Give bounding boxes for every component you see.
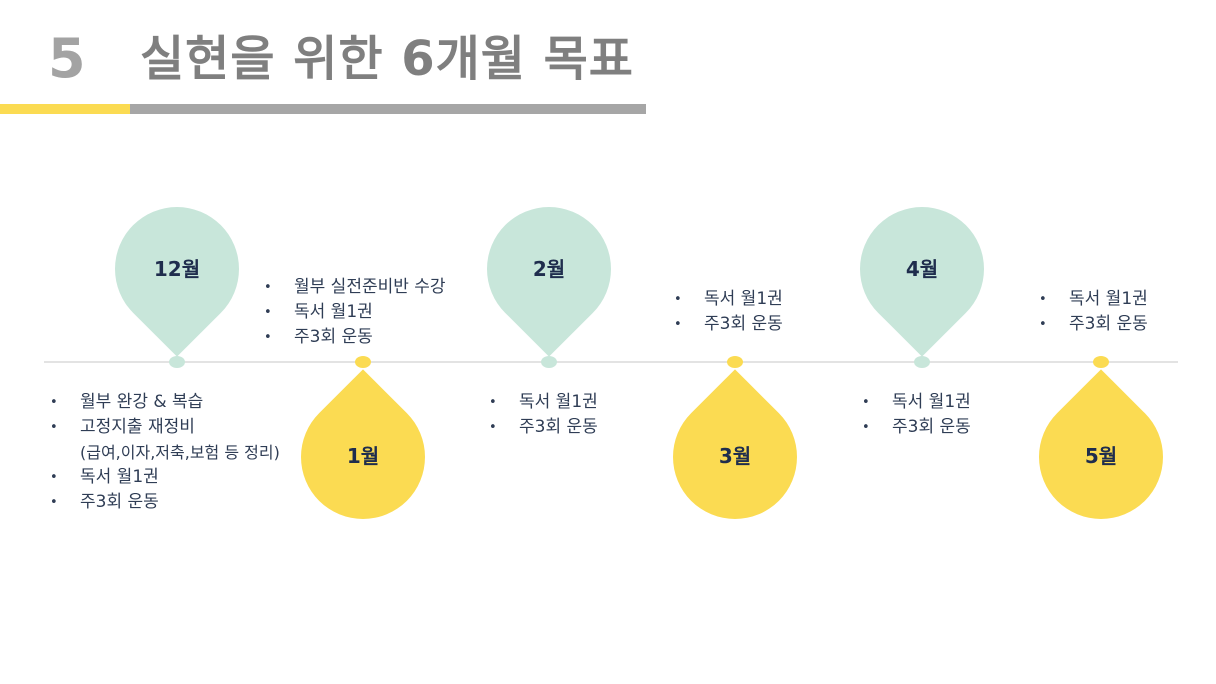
timeline-dot xyxy=(914,356,930,368)
goal-item: 주3회 운동 xyxy=(50,490,280,515)
timeline-dot xyxy=(169,356,185,368)
month-label: 2월 xyxy=(532,257,566,281)
month-goals-list: 월부 실전준비반 수강독서 월1권주3회 운동 xyxy=(264,275,446,350)
month-label: 5월 xyxy=(1084,444,1118,468)
month-goals-list: 독서 월1권주3회 운동 xyxy=(862,390,971,440)
section-number: 5 xyxy=(48,27,86,90)
month-goals-list: 독서 월1권주3회 운동 xyxy=(674,287,783,337)
month-goals-list: 월부 완강 & 복습고정지출 재정비 (급여,이자,저축,보험 등 정리) 독서 월… xyxy=(50,390,280,515)
goal-item: 주3회 운동 xyxy=(674,312,783,337)
month-goals-list: 독서 월1권주3회 운동 xyxy=(489,390,598,440)
goal-item: 월부 실전준비반 수강 xyxy=(264,275,446,300)
goal-item: 주3회 운동 xyxy=(264,325,446,350)
goal-item: 주3회 운동 xyxy=(1039,312,1148,337)
page-title: 실현을 위한 6개월 목표 xyxy=(140,31,634,87)
goal-item: 독서 월1권 xyxy=(50,465,280,490)
goal-item: 월부 완강 & 복습 xyxy=(50,390,280,415)
month-label: 1월 xyxy=(346,444,380,468)
month-label: 3월 xyxy=(718,444,752,468)
timeline-dot xyxy=(541,356,557,368)
goal-item: 고정지출 재정비 xyxy=(50,415,280,440)
goal-item: 독서 월1권 xyxy=(489,390,598,415)
title-underline xyxy=(130,104,646,114)
goal-item: 주3회 운동 xyxy=(489,415,598,440)
timeline-dot xyxy=(727,356,743,368)
timeline-dot xyxy=(355,356,371,368)
goal-item: 독서 월1권 xyxy=(1039,287,1148,312)
timeline-axis xyxy=(44,361,1178,363)
goal-item: 독서 월1권 xyxy=(264,300,446,325)
goal-item: 독서 월1권 xyxy=(862,390,971,415)
goal-item: (급여,이자,저축,보험 등 정리) xyxy=(80,443,280,462)
month-goals-list: 독서 월1권주3회 운동 xyxy=(1039,287,1148,337)
timeline-dot xyxy=(1093,356,1109,368)
month-label: 4월 xyxy=(905,257,939,281)
goal-item: 주3회 운동 xyxy=(862,415,971,440)
month-label: 12월 xyxy=(153,257,201,281)
title-underline-accent xyxy=(0,104,130,114)
goal-item: 독서 월1권 xyxy=(674,287,783,312)
